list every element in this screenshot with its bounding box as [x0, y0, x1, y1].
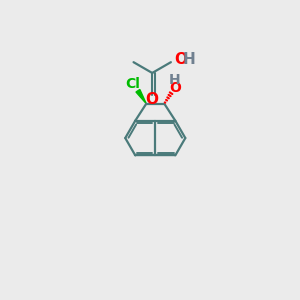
Text: O: O — [174, 52, 187, 68]
Text: O: O — [169, 81, 181, 95]
Text: Cl: Cl — [125, 77, 140, 91]
Text: H: H — [182, 52, 195, 68]
Text: O: O — [146, 92, 159, 107]
Polygon shape — [136, 89, 146, 104]
Text: H: H — [169, 74, 181, 88]
